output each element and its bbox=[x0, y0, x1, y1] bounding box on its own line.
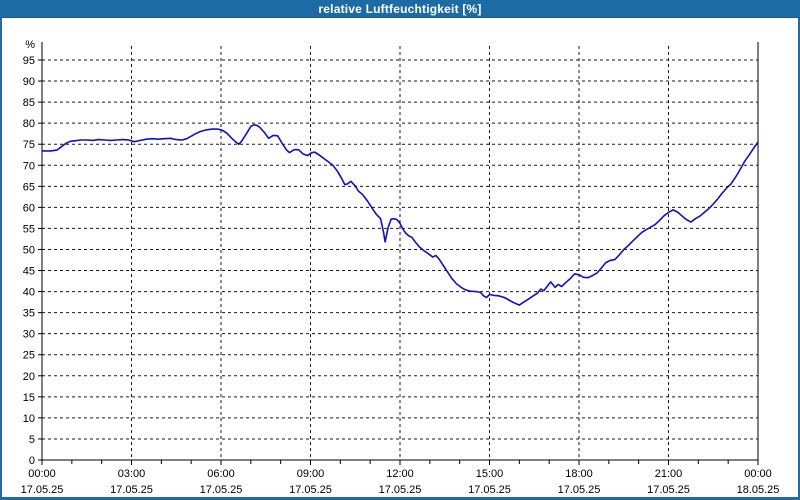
svg-text:18.05.25: 18.05.25 bbox=[737, 484, 780, 496]
svg-text:00:00: 00:00 bbox=[28, 468, 56, 480]
svg-text:18:00: 18:00 bbox=[565, 468, 593, 480]
humidity-curve bbox=[41, 124, 759, 306]
svg-text:15:00: 15:00 bbox=[476, 468, 504, 480]
svg-text:60: 60 bbox=[23, 202, 35, 214]
svg-text:25: 25 bbox=[23, 350, 35, 362]
svg-text:17.05.25: 17.05.25 bbox=[289, 484, 332, 496]
svg-text:70: 70 bbox=[23, 160, 35, 172]
svg-text:21:00: 21:00 bbox=[655, 468, 683, 480]
svg-text:17.05.25: 17.05.25 bbox=[200, 484, 243, 496]
svg-text:17.05.25: 17.05.25 bbox=[379, 484, 422, 496]
svg-text:17.05.25: 17.05.25 bbox=[110, 484, 153, 496]
x-date-labels: 17.05.25 17.05.25 17.05.25 17.05.25 17.05.25… bbox=[21, 484, 780, 496]
svg-text:10: 10 bbox=[23, 413, 35, 425]
svg-text:12:00: 12:00 bbox=[386, 468, 414, 480]
svg-text:80: 80 bbox=[23, 118, 35, 130]
svg-text:35: 35 bbox=[23, 308, 35, 320]
x-gridlines bbox=[131, 46, 669, 460]
svg-text:17.05.25: 17.05.25 bbox=[21, 484, 64, 496]
svg-text:65: 65 bbox=[23, 181, 35, 193]
svg-text:95: 95 bbox=[23, 55, 35, 67]
svg-text:75: 75 bbox=[23, 139, 35, 151]
svg-text:50: 50 bbox=[23, 244, 35, 256]
svg-text:15: 15 bbox=[23, 392, 35, 404]
x-tick-marks bbox=[41, 460, 759, 465]
svg-text:06:00: 06:00 bbox=[207, 468, 235, 480]
svg-text:55: 55 bbox=[23, 223, 35, 235]
svg-text:%: % bbox=[25, 39, 35, 51]
svg-text:45: 45 bbox=[23, 266, 35, 278]
window-frame-right bbox=[798, 18, 800, 500]
window-titlebar: relative Luftfeuchtigkeit [%] bbox=[0, 0, 800, 18]
svg-text:5: 5 bbox=[29, 434, 35, 446]
svg-text:30: 30 bbox=[23, 329, 35, 341]
svg-text:0: 0 bbox=[29, 455, 35, 467]
svg-text:85: 85 bbox=[23, 97, 35, 109]
y-axis-unit-label: % bbox=[25, 39, 35, 51]
svg-text:20: 20 bbox=[23, 371, 35, 383]
y-gridlines bbox=[42, 59, 758, 440]
svg-text:40: 40 bbox=[23, 287, 35, 299]
chart-area: 0 5 10 15 20 25 30 35 40 45 50 55 60 65 70 75 80 85 90 95% 0… bbox=[0, 18, 800, 500]
y-tick-labels: 0 5 10 15 20 25 30 35 40 45 50 55 60 65 70 75 80 85 90 95 bbox=[23, 55, 35, 467]
svg-text:03:00: 03:00 bbox=[118, 468, 146, 480]
window-frame-left bbox=[0, 18, 2, 500]
svg-text:17.05.25: 17.05.25 bbox=[558, 484, 601, 496]
x-time-labels: 00:00 03:00 06:00 09:00 12:00 15:00 18:00 21:00… bbox=[28, 468, 772, 480]
svg-text:00:00: 00:00 bbox=[744, 468, 772, 480]
svg-text:17.05.25: 17.05.25 bbox=[468, 484, 511, 496]
svg-text:09:00: 09:00 bbox=[297, 468, 325, 480]
window-frame-bottom bbox=[0, 497, 800, 500]
humidity-line-chart: 0 5 10 15 20 25 30 35 40 45 50 55 60 65 70 75 80 85 90 95% 0… bbox=[0, 18, 800, 500]
svg-text:90: 90 bbox=[23, 76, 35, 88]
svg-text:17.05.25: 17.05.25 bbox=[647, 484, 690, 496]
chart-title: relative Luftfeuchtigkeit [%] bbox=[318, 1, 482, 16]
y-tick-marks bbox=[38, 59, 42, 461]
